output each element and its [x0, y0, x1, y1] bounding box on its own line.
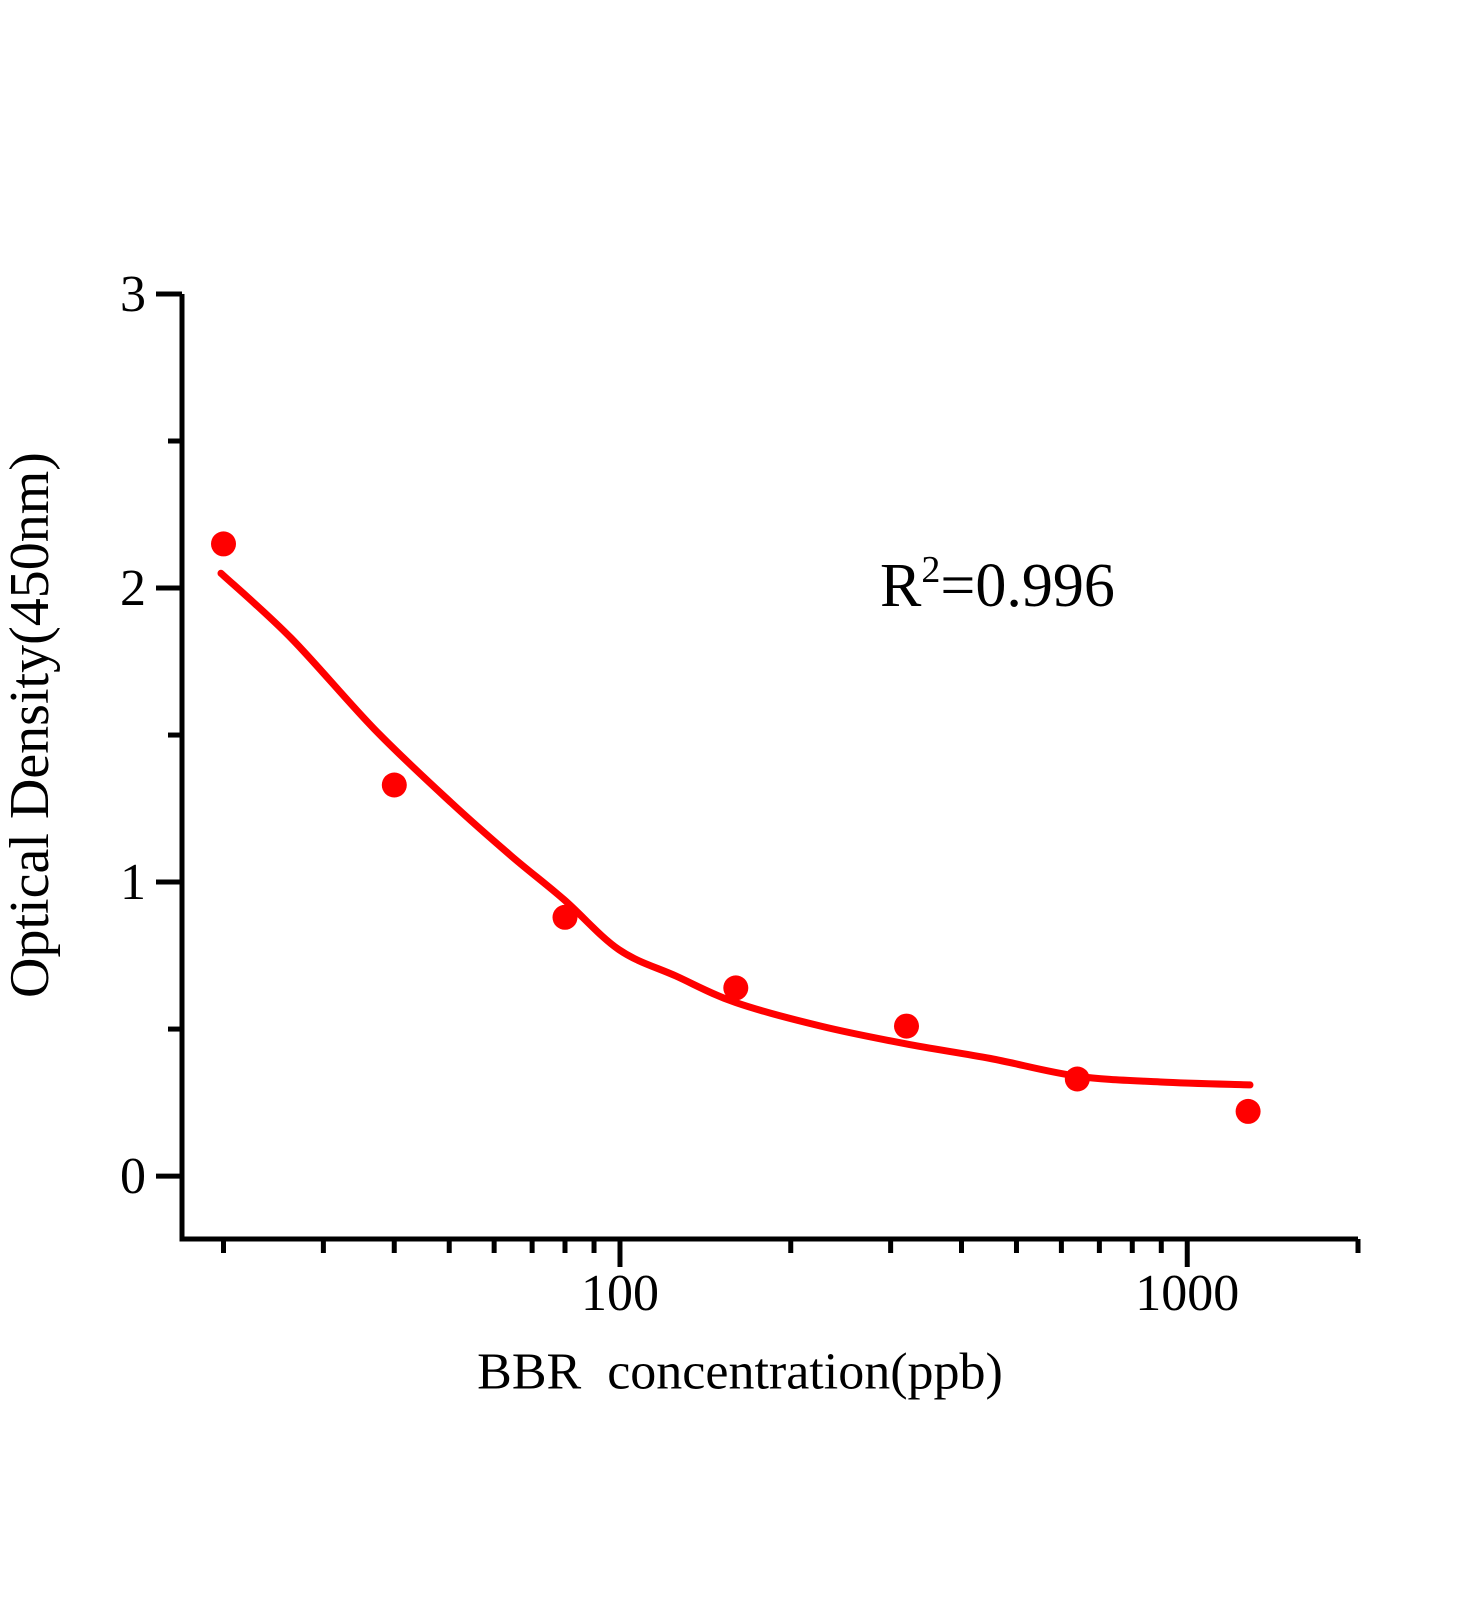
y-tick-label: 2 — [120, 560, 146, 617]
x-tick-label: 1000 — [1135, 1265, 1239, 1322]
y-tick-label: 1 — [120, 854, 146, 911]
y-axis-title: Optical Density(450nm) — [0, 452, 61, 998]
data-point — [381, 772, 407, 798]
data-point — [211, 531, 236, 557]
x-tick-label: 100 — [581, 1265, 659, 1322]
x-axis-title: BBR concentration(ppb) — [477, 1343, 1003, 1401]
r-squared-exponent: 2 — [921, 549, 941, 591]
y-tick-label: 0 — [120, 1148, 146, 1205]
data-point — [723, 975, 749, 1001]
r-squared-annotation: R2=0.996 — [880, 551, 1115, 620]
r-squared-base: R — [880, 552, 922, 620]
fit-curve-path — [217, 569, 1254, 1089]
axis-frame — [179, 294, 1358, 1242]
r-squared-value: =0.996 — [940, 552, 1115, 620]
data-point — [1235, 1098, 1261, 1124]
data-point — [1064, 1066, 1090, 1092]
data-point — [894, 1013, 919, 1039]
y-tick-label: 3 — [120, 266, 146, 323]
data-point — [552, 904, 578, 930]
